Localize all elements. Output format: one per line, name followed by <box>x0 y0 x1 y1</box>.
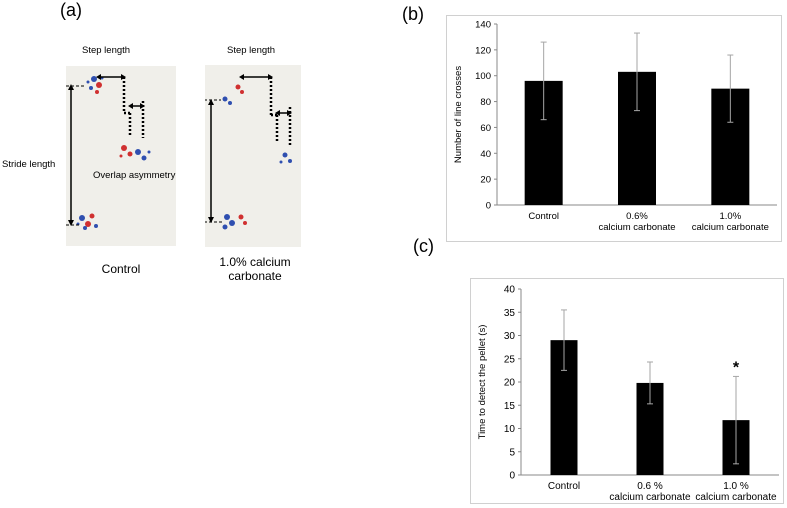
y-tick-label: 15 <box>504 401 516 412</box>
panel-label-b: (b) <box>402 4 424 24</box>
category-label: 1.0% <box>720 211 742 222</box>
y-tick-label: 5 <box>509 447 515 458</box>
panel-label-c: (c) <box>413 236 434 256</box>
significance-marker: * <box>733 359 740 376</box>
category-label: 1.0 % <box>723 481 749 492</box>
control-step-length-label: Step length <box>82 45 131 56</box>
chart-b-frame: 0 20 40 60 80 100 120 140 Number of line crosses… <box>446 15 782 242</box>
y-tick-label: 40 <box>504 285 516 296</box>
y-tick-label: 120 <box>475 45 491 56</box>
category-label: Control <box>528 211 559 222</box>
paw-print <box>222 84 244 105</box>
line-crosses-chart: 0 20 40 60 80 100 120 140 Number of line crosses… <box>453 20 777 233</box>
y-tick-label: 20 <box>480 175 491 186</box>
gait-photo-control <box>56 66 176 246</box>
y-tick-label: 40 <box>480 149 491 160</box>
treated-caption-line2: carbonate <box>228 269 282 283</box>
gait-photo-treated <box>199 65 301 247</box>
treated-footprints <box>199 74 292 230</box>
category-label: calcium carbonate <box>692 222 769 233</box>
pellet-detection-chart: 0 5 10 15 20 25 30 35 40 Time to detect the pelle… <box>477 285 779 503</box>
category-label: calcium carbonate <box>695 492 777 503</box>
category-label: 0.6% <box>626 211 648 222</box>
chart-c-frame: 0 5 10 15 20 25 30 35 40 Time to detect the pelle… <box>470 278 784 504</box>
treated-caption-line1: 1.0% calcium <box>219 255 291 269</box>
stride-length-label: Stride length <box>2 159 56 170</box>
y-tick-label: 35 <box>504 308 516 319</box>
panel-label-a: (a) <box>60 0 82 20</box>
category-label: calcium carbonate <box>609 492 691 503</box>
overlap-asymmetry-label: Overlap asymmetry <box>93 170 176 181</box>
y-tick-label: 140 <box>475 20 491 31</box>
control-footprints <box>56 74 151 230</box>
paw-print <box>76 213 98 230</box>
y-tick-label: 0 <box>509 471 515 482</box>
y-tick-label: 80 <box>480 97 491 108</box>
y-tick-label: 0 <box>486 201 491 212</box>
treated-caption: 1.0% calcium carbonate <box>200 255 310 283</box>
paw-print <box>279 152 292 164</box>
y-tick-label: 60 <box>480 123 491 134</box>
paw-print <box>86 76 104 94</box>
paw-print <box>119 145 151 161</box>
y-tick-label: 20 <box>504 378 516 389</box>
paw-print <box>222 214 247 230</box>
control-caption: Control <box>101 262 141 276</box>
y-tick-label: 10 <box>504 424 516 435</box>
category-label: calcium carbonate <box>598 222 675 233</box>
y-tick-label: 30 <box>504 331 516 342</box>
y-tick-label: 100 <box>475 71 491 82</box>
category-label: 0.6 % <box>637 481 663 492</box>
y-axis-label: Time to detect the pellet (s) <box>477 325 488 440</box>
y-axis-label: Number of line crosses <box>453 66 464 163</box>
treated-step-length-label: Step length <box>227 45 276 56</box>
y-tick-label: 25 <box>504 354 516 365</box>
category-label: Control <box>548 481 580 492</box>
